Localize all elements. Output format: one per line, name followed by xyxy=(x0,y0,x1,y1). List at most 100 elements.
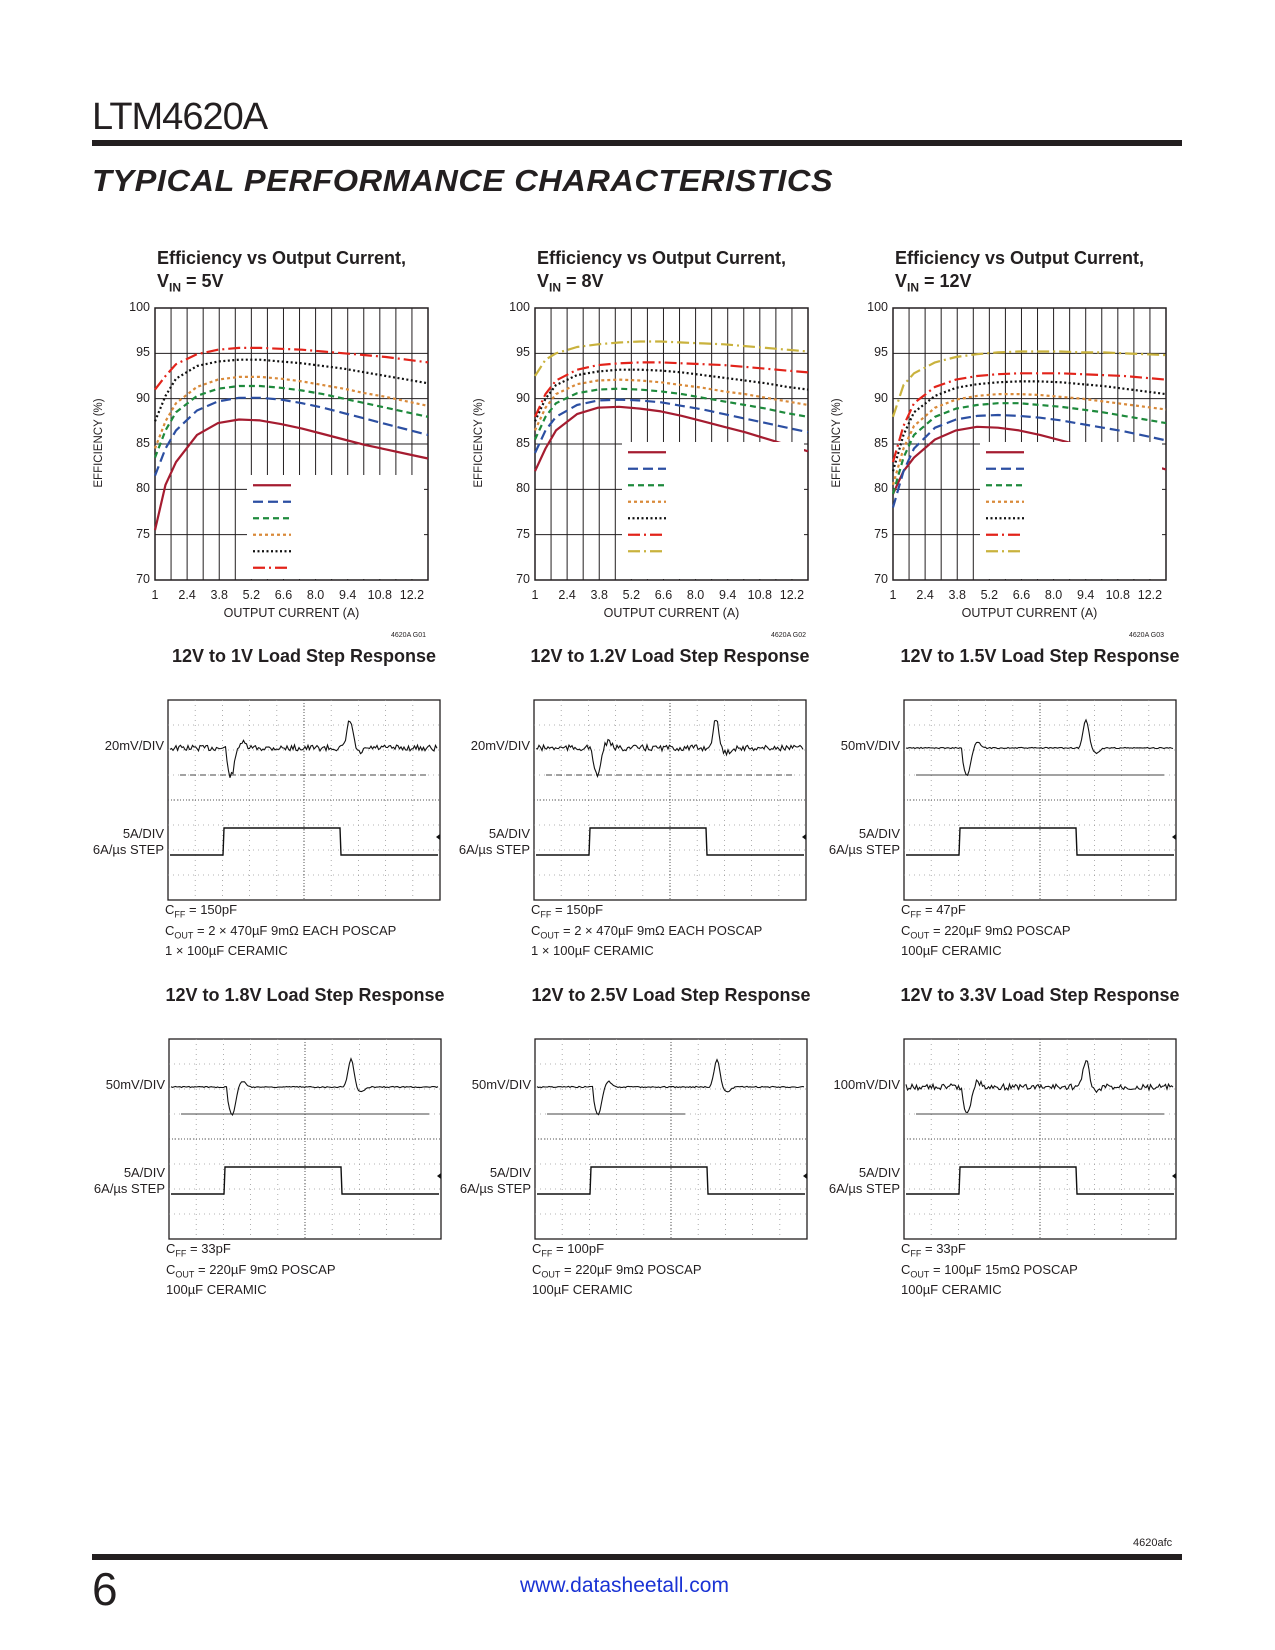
y-tick-label: 80 xyxy=(874,481,888,496)
series-line-2 xyxy=(534,398,809,454)
ch1-scale: 50mV/DIV xyxy=(105,1077,165,1092)
scope-G05 xyxy=(533,699,807,901)
y-tick-label: 85 xyxy=(874,436,888,450)
note-ceramic: 1 × 100µF CERAMIC xyxy=(531,943,654,959)
x-tick-label: 3.8 xyxy=(948,588,966,602)
x-tick-label: 3.8 xyxy=(210,588,228,602)
note-text: = 100µF 15mΩ POSCAP xyxy=(929,1261,1078,1277)
scope-note: CFF = 100pF COUT = 220µF 9mΩ POSCAP 100µF … xyxy=(532,1241,702,1297)
note-text: C xyxy=(166,1241,176,1256)
note-cff: CFF = 33pF xyxy=(901,1241,1078,1262)
scope-title: 12V to 1.2V Load Step Response xyxy=(530,646,810,666)
chart-title: Efficiency vs Output Current, VIN = 8V xyxy=(537,247,786,300)
chart-title: Efficiency vs Output Current, VIN = 12V xyxy=(895,247,1144,300)
chart-title-line2: VIN = 8V xyxy=(537,270,786,300)
trigger-marker xyxy=(437,1173,441,1179)
note-text: = 220µF 9mΩ POSCAP xyxy=(194,1261,336,1277)
note-cff: CFF = 47pF xyxy=(901,902,1071,923)
series-line-1 xyxy=(534,405,809,472)
note-text: C xyxy=(532,1261,542,1277)
chart-title-text: = 5V xyxy=(181,271,224,291)
y-tick-label: 85 xyxy=(516,436,530,450)
current-step-trace xyxy=(536,827,804,856)
x-axis-label: OUTPUT CURRENT (A) xyxy=(223,606,360,620)
ch2-slew: 6A/µs STEP xyxy=(458,842,530,857)
note-text: C xyxy=(901,902,911,917)
voltage-trace xyxy=(535,719,804,779)
y-tick-label: 95 xyxy=(874,345,888,360)
y-tick-label: 70 xyxy=(516,572,530,586)
chart-title-line1: Efficiency vs Output Current, xyxy=(895,248,1145,268)
chart-title-text: = 8V xyxy=(561,271,604,291)
chart-title-line2: VIN = 5V xyxy=(157,270,406,300)
ch2-slew: 6A/µs STEP xyxy=(459,1181,531,1196)
x-tick-label: 12.2 xyxy=(399,588,425,602)
y-tick-label: 100 xyxy=(867,300,888,314)
note-text: C xyxy=(165,922,175,938)
x-tick-label: 5.2 xyxy=(622,588,641,602)
legend-backdrop xyxy=(247,475,424,579)
note-sub: OUT xyxy=(540,930,560,941)
chart-title: Efficiency vs Output Current, VIN = 5V xyxy=(157,247,406,300)
series-line-1 xyxy=(153,418,429,531)
graph-id: 4620A G03 xyxy=(1129,632,1165,639)
legend-backdrop xyxy=(622,442,804,579)
note-cout: COUT = 220µF 9mΩ POSCAP xyxy=(901,923,1071,944)
x-tick-label: 1 xyxy=(531,588,539,602)
chart-title-line1: Efficiency vs Output Current, xyxy=(537,248,787,268)
scope-note: CFF = 47pF COUT = 220µF 9mΩ POSCAP 100µF C… xyxy=(901,902,1071,958)
scope-note: CFF = 33pF COUT = 220µF 9mΩ POSCAP 100µF C… xyxy=(166,1241,336,1297)
ch1-scale: 100mV/DIV xyxy=(833,1077,900,1092)
note-text: C xyxy=(532,1241,542,1256)
note-ceramic: 100µF CERAMIC xyxy=(901,1282,1002,1298)
note-cout: COUT = 2 × 470µF 9mΩ EACH POSCAP xyxy=(165,923,396,944)
note-sub: OUT xyxy=(910,930,930,941)
note-text: C xyxy=(901,1261,911,1277)
current-step-trace xyxy=(170,827,438,856)
y-tick-label: 80 xyxy=(136,481,150,496)
part-number: LTM4620A xyxy=(92,96,268,138)
note-ceramic: 100µF CERAMIC xyxy=(901,943,1002,959)
scope-G07 xyxy=(168,1038,442,1240)
doc-code: 4620afc xyxy=(1133,1537,1173,1549)
x-tick-label: 9.4 xyxy=(1077,588,1095,602)
x-tick-label: 5.2 xyxy=(242,588,261,602)
series-line-6 xyxy=(154,346,429,391)
note-cff: CFF = 100pF xyxy=(532,1241,702,1262)
x-tick-label: 9.4 xyxy=(339,588,357,602)
note-ceramic: 100µF CERAMIC xyxy=(532,1282,633,1298)
x-axis-label: OUTPUT CURRENT (A) xyxy=(603,606,740,620)
scope-title: 12V to 3.3V Load Step Response xyxy=(900,985,1180,1005)
y-tick-label: 70 xyxy=(874,572,888,586)
note-text: = 220µF 9mΩ POSCAP xyxy=(560,1261,702,1277)
efficiency-chart-G02 xyxy=(534,307,809,581)
scope-G08 xyxy=(534,1038,808,1240)
x-tick-label: 8.0 xyxy=(306,588,325,602)
note-cff: CFF = 33pF xyxy=(166,1241,336,1262)
x-tick-label: 10.8 xyxy=(747,588,772,602)
voltage-trace xyxy=(169,720,438,778)
voltage-trace xyxy=(170,1057,439,1117)
chart-title-sub: IN xyxy=(169,280,182,295)
series-line-5 xyxy=(153,358,429,422)
y-tick-label: 100 xyxy=(129,300,150,314)
scope-title: 12V to 2.5V Load Step Response xyxy=(531,985,811,1005)
note-sub: OUT xyxy=(541,1269,561,1280)
plot-frame xyxy=(892,307,1167,581)
note-text: C xyxy=(901,1241,911,1256)
y-tick-label: 90 xyxy=(874,390,888,405)
note-text: C xyxy=(531,922,541,938)
scope-title: 12V to 1.8V Load Step Response xyxy=(165,985,445,1005)
note-text: C xyxy=(901,922,911,938)
y-tick-label: 90 xyxy=(516,390,530,405)
current-step-trace xyxy=(906,827,1174,856)
graph-id: 4620A G02 xyxy=(771,632,807,639)
website-link[interactable]: www.datasheetall.com xyxy=(520,1574,729,1597)
note-cout: COUT = 220µF 9mΩ POSCAP xyxy=(166,1262,336,1283)
y-tick-label: 75 xyxy=(874,526,888,541)
header-rule xyxy=(92,140,1182,146)
x-tick-label: 2.4 xyxy=(558,588,576,602)
y-tick-label: 100 xyxy=(509,300,530,314)
ch2-scale: 5A/DIV xyxy=(122,826,164,841)
